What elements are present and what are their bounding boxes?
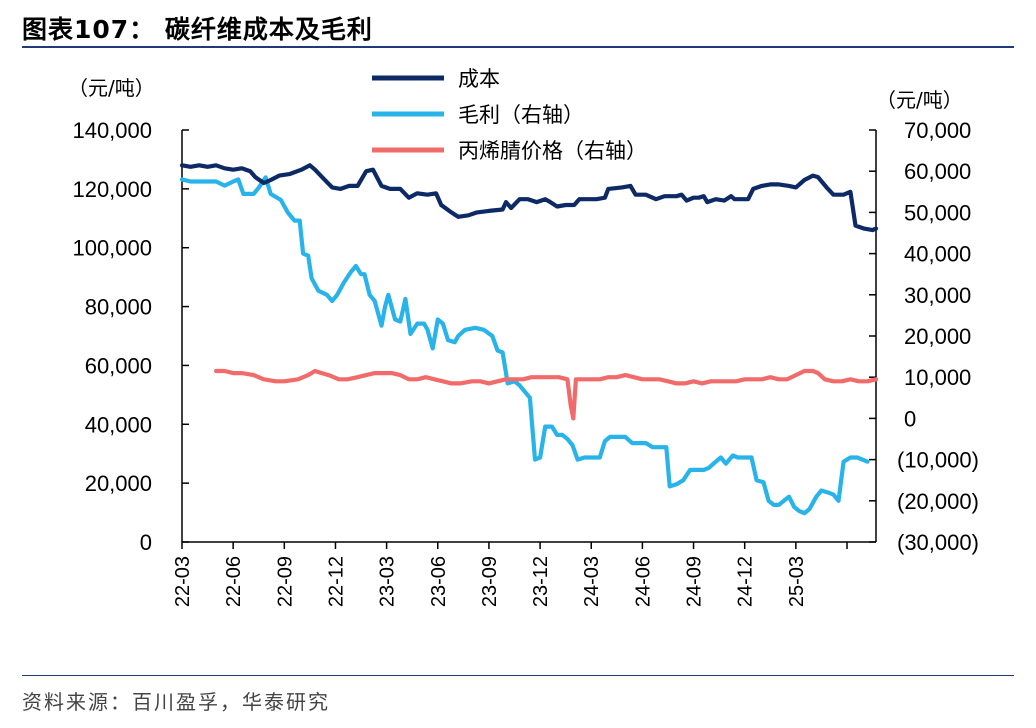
legend-label-1: 毛利（右轴）: [458, 103, 584, 127]
right-tick-label: 70,000: [904, 118, 971, 143]
x-tick-label: 22-09: [274, 556, 296, 607]
x-tick-label: 22-06: [223, 556, 245, 607]
x-tick-label: 24-03: [581, 556, 603, 607]
series-line-1: [179, 175, 870, 516]
right-axis-unit: （元/吨）: [876, 88, 963, 112]
left-tick-label: 140,000: [72, 118, 152, 143]
x-tick-label: 23-03: [377, 556, 399, 607]
left-axis-unit: （元/吨）: [68, 76, 155, 100]
legend-label-0: 成本: [458, 67, 500, 91]
right-tick-label: 50,000: [904, 200, 971, 225]
figure-title: 图表107： 碳纤维成本及毛利: [22, 15, 373, 44]
left-tick-label: 60,000: [85, 353, 152, 378]
left-tick-label: 0: [140, 530, 152, 555]
right-tick-label: 10,000: [904, 365, 971, 390]
left-tick-label: 100,000: [72, 236, 152, 261]
title-rule: [22, 46, 1014, 48]
right-tick-label: (20,000): [897, 489, 979, 514]
x-tick-label: 24-06: [632, 556, 654, 607]
chart: 0 20,000 40,000 60,000 80,000 100,000 120,000 1…: [68, 67, 979, 607]
series-line-2: [214, 368, 879, 421]
series-line-0: [179, 163, 879, 233]
right-tick-label: 0: [904, 406, 916, 431]
series-layer: [179, 163, 879, 516]
footer-rule: [22, 675, 1014, 676]
right-tick-label: 60,000: [904, 159, 971, 184]
source-note: 资料来源：百川盈孚，华泰研究: [22, 690, 330, 714]
left-tick-label: 40,000: [85, 412, 152, 437]
x-tick-label: 24-09: [684, 556, 706, 607]
right-tick-label: (10,000): [897, 448, 979, 473]
x-tick-label: 22-03: [172, 556, 194, 607]
x-tick-label: 22-12: [325, 556, 347, 607]
x-tick-label: 23-06: [428, 556, 450, 607]
legend-label-2: 丙烯腈价格（右轴）: [458, 139, 647, 163]
x-tick-label: 25-03: [786, 556, 808, 607]
left-tick-label: 80,000: [85, 295, 152, 320]
right-tick-label: 40,000: [904, 242, 971, 267]
left-tick-label: 120,000: [72, 177, 152, 202]
axes: 0 20,000 40,000 60,000 80,000 100,000 120,000 1…: [72, 118, 978, 607]
x-tick-label: 23-12: [530, 556, 552, 607]
x-tick-label: 24-12: [735, 556, 757, 607]
right-tick-label: 30,000: [904, 283, 971, 308]
x-tick-label: 23-09: [479, 556, 501, 607]
left-tick-label: 20,000: [85, 471, 152, 496]
right-tick-label: 20,000: [904, 324, 971, 349]
right-tick-label: (30,000): [897, 530, 979, 555]
